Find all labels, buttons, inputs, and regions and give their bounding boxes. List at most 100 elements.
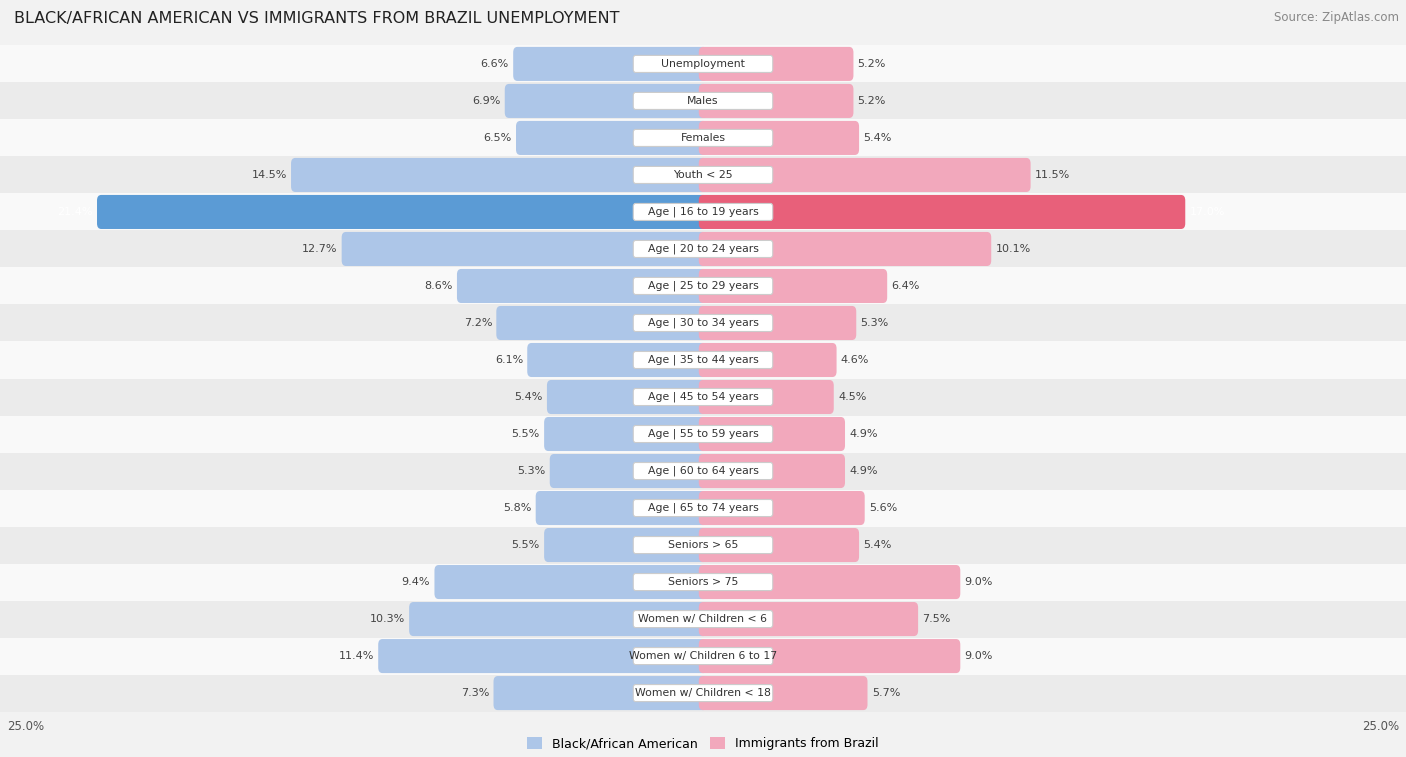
FancyBboxPatch shape — [494, 676, 707, 710]
Text: Women w/ Children 6 to 17: Women w/ Children 6 to 17 — [628, 651, 778, 661]
Text: Females: Females — [681, 133, 725, 143]
FancyBboxPatch shape — [699, 639, 960, 673]
Bar — [0, 453, 1406, 490]
Text: 8.6%: 8.6% — [425, 281, 453, 291]
Text: 25.0%: 25.0% — [1362, 720, 1399, 734]
Text: 5.2%: 5.2% — [858, 96, 886, 106]
Text: 5.8%: 5.8% — [503, 503, 531, 513]
Text: 5.6%: 5.6% — [869, 503, 897, 513]
FancyBboxPatch shape — [699, 84, 853, 118]
FancyBboxPatch shape — [699, 232, 991, 266]
Bar — [0, 304, 1406, 341]
FancyBboxPatch shape — [544, 528, 707, 562]
FancyBboxPatch shape — [633, 129, 773, 146]
FancyBboxPatch shape — [699, 417, 845, 451]
Text: 4.6%: 4.6% — [841, 355, 869, 365]
Bar — [0, 527, 1406, 563]
FancyBboxPatch shape — [527, 343, 707, 377]
Text: 7.2%: 7.2% — [464, 318, 492, 328]
Text: Age | 55 to 59 years: Age | 55 to 59 years — [648, 428, 758, 439]
FancyBboxPatch shape — [633, 537, 773, 553]
Text: Age | 25 to 29 years: Age | 25 to 29 years — [648, 281, 758, 291]
FancyBboxPatch shape — [699, 565, 960, 599]
FancyBboxPatch shape — [513, 47, 707, 81]
Text: 5.5%: 5.5% — [512, 540, 540, 550]
FancyBboxPatch shape — [97, 195, 707, 229]
Text: 10.3%: 10.3% — [370, 614, 405, 624]
Bar — [0, 490, 1406, 527]
Text: Women w/ Children < 6: Women w/ Children < 6 — [638, 614, 768, 624]
FancyBboxPatch shape — [699, 269, 887, 303]
Text: 14.5%: 14.5% — [252, 170, 287, 180]
Text: Source: ZipAtlas.com: Source: ZipAtlas.com — [1274, 11, 1399, 24]
Text: Women w/ Children < 18: Women w/ Children < 18 — [636, 688, 770, 698]
FancyBboxPatch shape — [516, 121, 707, 155]
Text: 21.4%: 21.4% — [58, 207, 93, 217]
FancyBboxPatch shape — [633, 611, 773, 628]
Bar — [0, 600, 1406, 637]
Bar — [0, 267, 1406, 304]
Text: Age | 30 to 34 years: Age | 30 to 34 years — [648, 318, 758, 329]
Bar — [0, 341, 1406, 378]
Bar — [0, 230, 1406, 267]
FancyBboxPatch shape — [536, 491, 707, 525]
Text: 9.0%: 9.0% — [965, 651, 993, 661]
Text: Age | 20 to 24 years: Age | 20 to 24 years — [648, 244, 758, 254]
Bar — [0, 563, 1406, 600]
FancyBboxPatch shape — [699, 676, 868, 710]
Bar — [0, 120, 1406, 157]
Text: 12.7%: 12.7% — [302, 244, 337, 254]
Text: 5.3%: 5.3% — [860, 318, 889, 328]
FancyBboxPatch shape — [544, 417, 707, 451]
Bar — [0, 378, 1406, 416]
FancyBboxPatch shape — [342, 232, 707, 266]
Text: 25.0%: 25.0% — [7, 720, 44, 734]
FancyBboxPatch shape — [378, 639, 707, 673]
Text: 5.2%: 5.2% — [858, 59, 886, 69]
Text: 7.5%: 7.5% — [922, 614, 950, 624]
Text: 6.6%: 6.6% — [481, 59, 509, 69]
Text: Unemployment: Unemployment — [661, 59, 745, 69]
Bar — [0, 674, 1406, 712]
Text: Males: Males — [688, 96, 718, 106]
Text: 5.3%: 5.3% — [517, 466, 546, 476]
FancyBboxPatch shape — [699, 491, 865, 525]
Text: 4.9%: 4.9% — [849, 466, 877, 476]
Text: 11.4%: 11.4% — [339, 651, 374, 661]
FancyBboxPatch shape — [633, 425, 773, 443]
Text: Age | 45 to 54 years: Age | 45 to 54 years — [648, 392, 758, 402]
Bar — [0, 416, 1406, 453]
Text: 6.4%: 6.4% — [891, 281, 920, 291]
FancyBboxPatch shape — [633, 92, 773, 110]
Text: Seniors > 75: Seniors > 75 — [668, 577, 738, 587]
FancyBboxPatch shape — [699, 47, 853, 81]
Text: 4.5%: 4.5% — [838, 392, 866, 402]
Text: 17.0%: 17.0% — [1189, 207, 1225, 217]
FancyBboxPatch shape — [550, 454, 707, 488]
FancyBboxPatch shape — [457, 269, 707, 303]
Bar — [0, 157, 1406, 194]
Text: Age | 16 to 19 years: Age | 16 to 19 years — [648, 207, 758, 217]
FancyBboxPatch shape — [699, 195, 1185, 229]
FancyBboxPatch shape — [633, 278, 773, 294]
Text: 5.4%: 5.4% — [863, 540, 891, 550]
FancyBboxPatch shape — [633, 647, 773, 665]
Text: 6.5%: 6.5% — [484, 133, 512, 143]
FancyBboxPatch shape — [633, 500, 773, 516]
Text: 5.4%: 5.4% — [515, 392, 543, 402]
Bar — [0, 83, 1406, 120]
Legend: Black/African American, Immigrants from Brazil: Black/African American, Immigrants from … — [522, 732, 884, 755]
Text: Seniors > 65: Seniors > 65 — [668, 540, 738, 550]
FancyBboxPatch shape — [633, 204, 773, 220]
FancyBboxPatch shape — [633, 351, 773, 369]
FancyBboxPatch shape — [699, 158, 1031, 192]
FancyBboxPatch shape — [505, 84, 707, 118]
Text: 4.9%: 4.9% — [849, 429, 877, 439]
FancyBboxPatch shape — [633, 463, 773, 479]
FancyBboxPatch shape — [633, 314, 773, 332]
Text: 5.4%: 5.4% — [863, 133, 891, 143]
FancyBboxPatch shape — [699, 602, 918, 636]
Text: 6.9%: 6.9% — [472, 96, 501, 106]
Bar — [0, 637, 1406, 674]
FancyBboxPatch shape — [633, 388, 773, 406]
